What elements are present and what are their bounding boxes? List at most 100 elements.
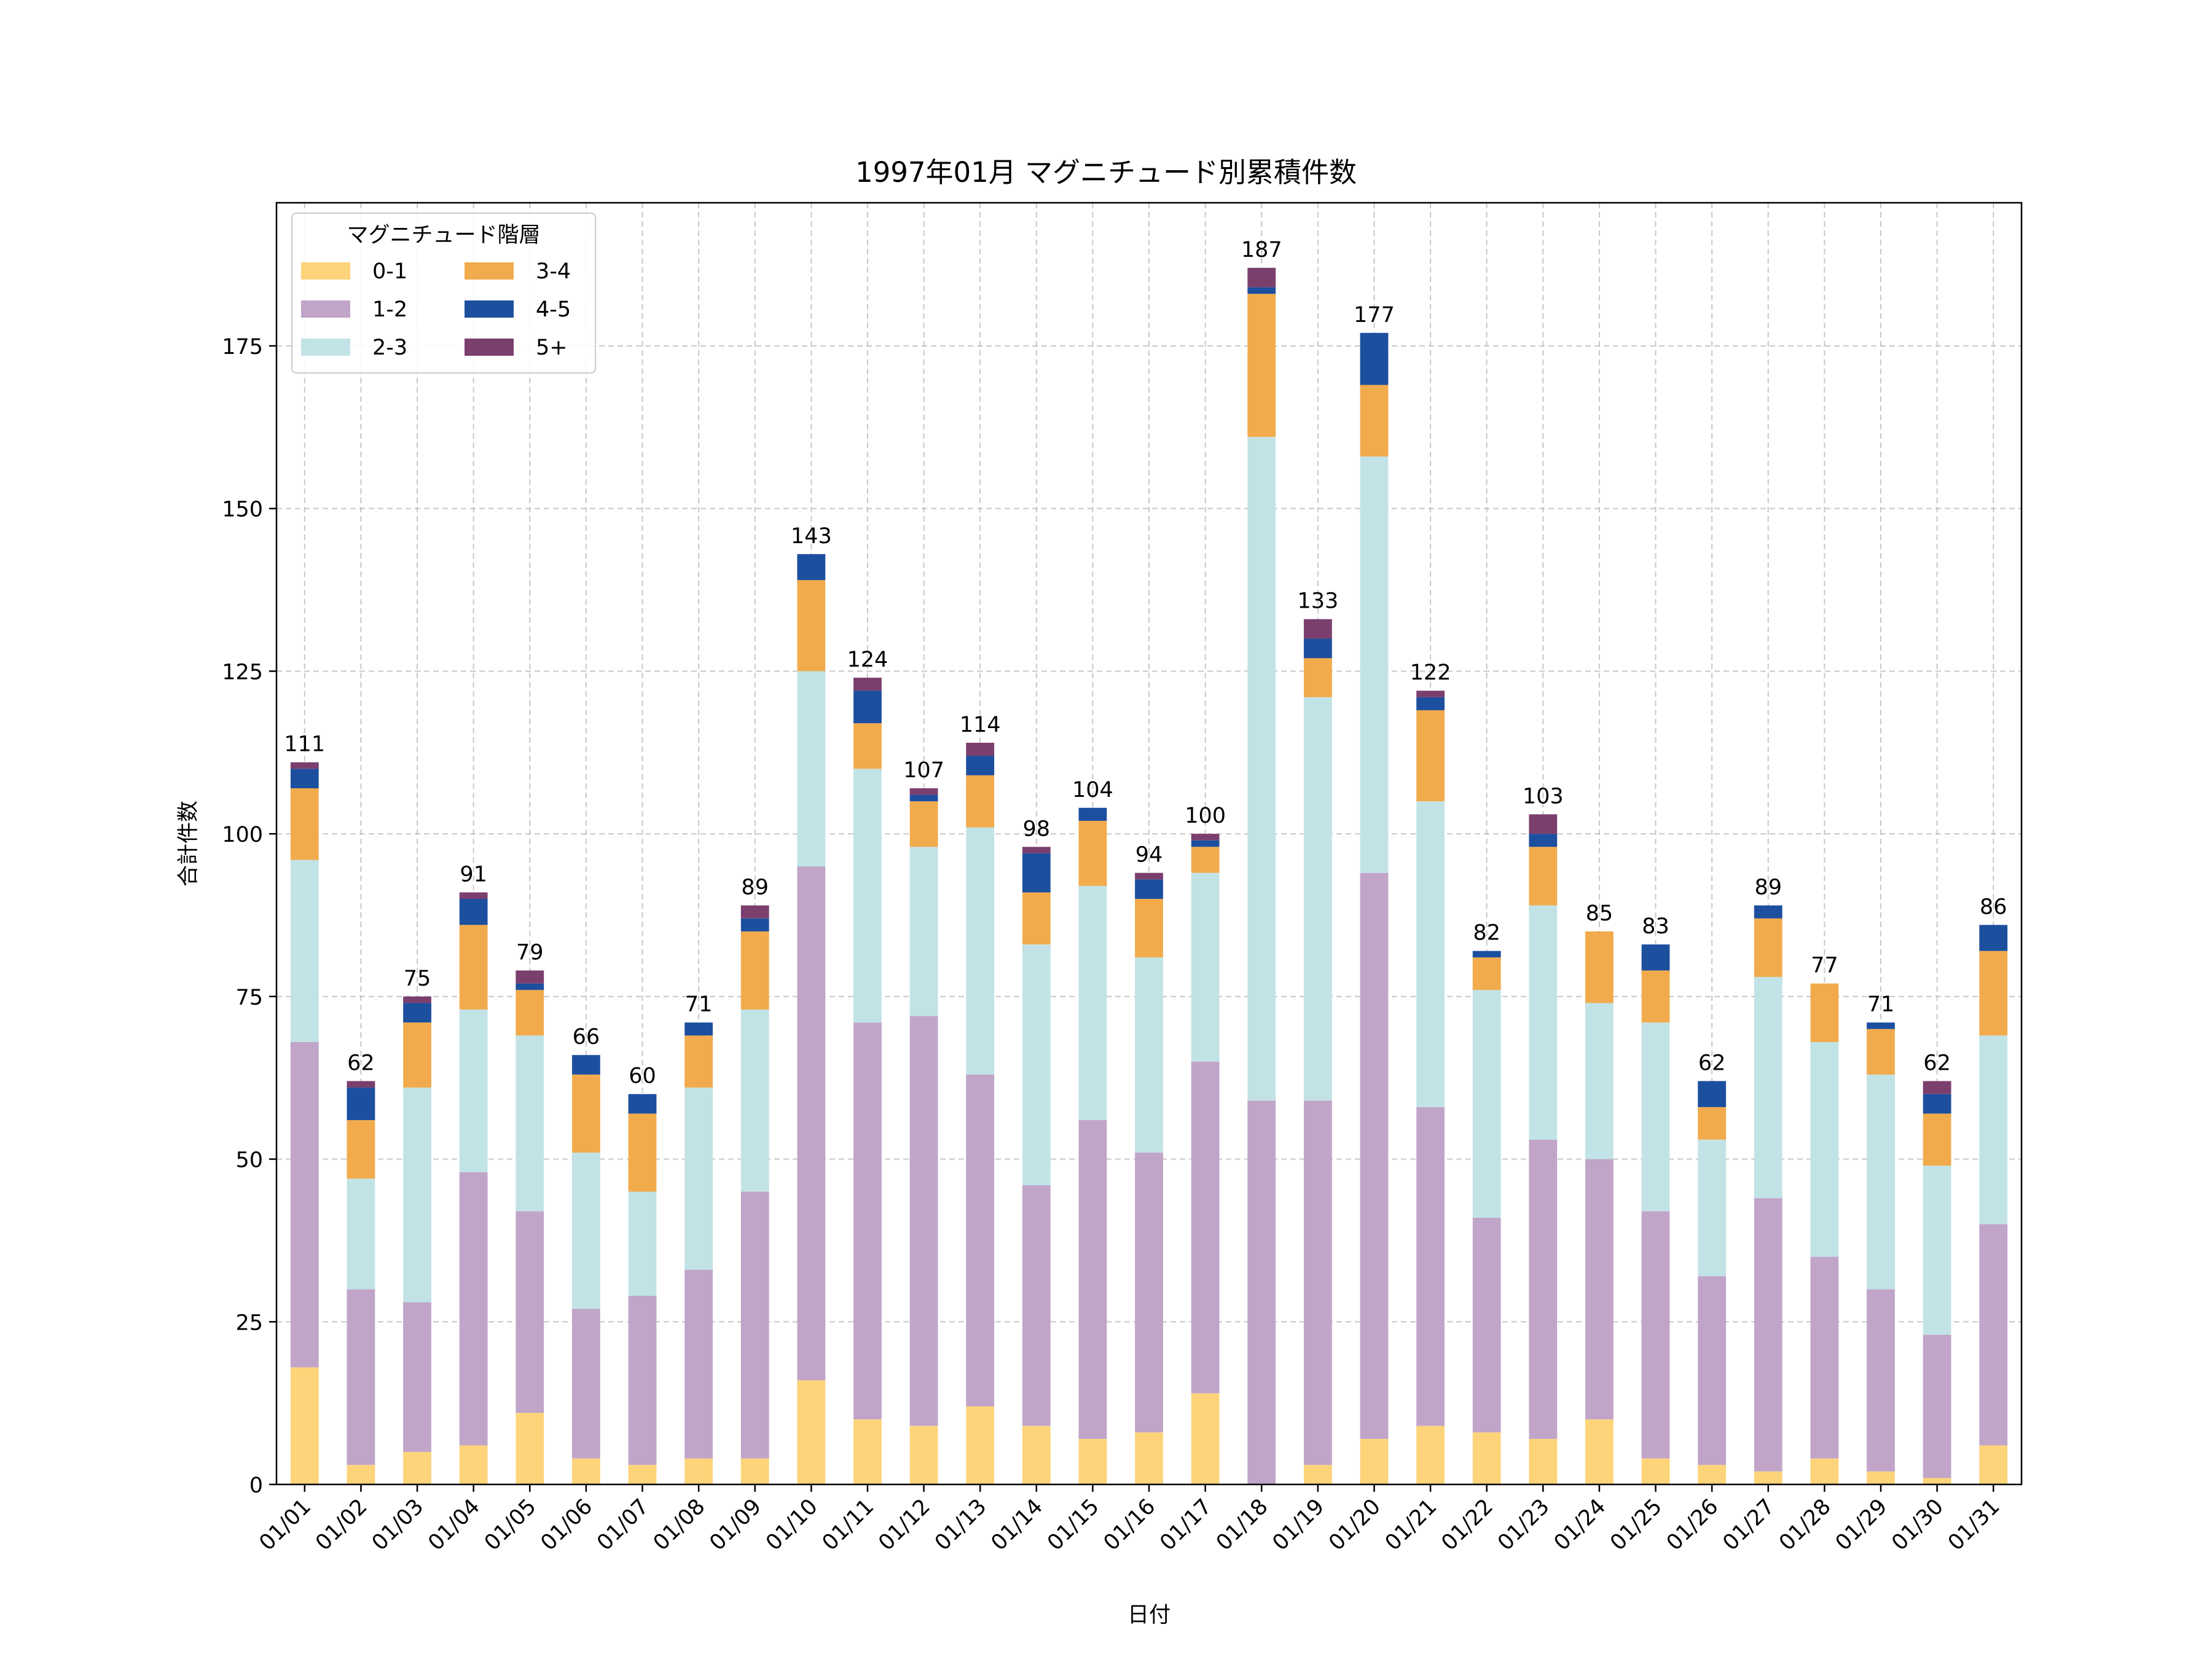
x-tick-label: 01/09 xyxy=(705,1494,766,1556)
bar-segment-2-3 xyxy=(1247,437,1276,1101)
y-tick-label: 175 xyxy=(222,335,263,359)
bar-segment-2-3 xyxy=(1979,1035,2008,1225)
y-tick-label: 100 xyxy=(222,823,263,847)
bar-segment-4-5 xyxy=(1641,944,1670,971)
x-tick-label: 01/19 xyxy=(1268,1494,1330,1556)
bar-segment-0-1 xyxy=(1135,1432,1163,1484)
bar-total-label: 89 xyxy=(1754,876,1782,900)
bar-segment-0-1 xyxy=(1810,1458,1839,1484)
x-tick-label: 01/29 xyxy=(1831,1494,1892,1556)
bar-segment-1-2 xyxy=(1416,1107,1445,1426)
x-tick-label: 01/14 xyxy=(987,1494,1048,1556)
bar-total-label: 71 xyxy=(685,992,713,1017)
bar-segment-2-3 xyxy=(1867,1074,1895,1290)
bar-segment-4-5 xyxy=(1754,905,1783,919)
legend-label-0-1: 0-1 xyxy=(372,259,407,284)
bar-segment-2-3 xyxy=(1923,1166,1951,1335)
bar-segment-1-2 xyxy=(1135,1152,1163,1433)
bar-segment-1-2 xyxy=(1979,1224,2008,1446)
x-tick-label: 01/25 xyxy=(1606,1494,1667,1556)
bar-segment-2-3 xyxy=(797,671,826,867)
bar-segment-4-5 xyxy=(1698,1081,1727,1107)
y-axis: 0 25 50 75 100 125 150 175 xyxy=(222,335,276,1498)
bar-segment-1-2 xyxy=(966,1074,995,1406)
bar-segment-4-5 xyxy=(403,1003,431,1023)
bar-total-label: 187 xyxy=(1241,238,1282,262)
legend: マグニチュード階層 0-1 1-2 2-3 3-4 4-5 5+ xyxy=(291,213,596,374)
bar-segment-3-4 xyxy=(1416,710,1445,802)
bar-total-label: 107 xyxy=(903,758,944,783)
bar-segment-0-1 xyxy=(290,1367,319,1484)
bar-total-label: 94 xyxy=(1135,843,1163,868)
bar-segment-2-3 xyxy=(1472,990,1501,1218)
bar-segment-5+ xyxy=(1247,267,1276,288)
bar-segment-1-2 xyxy=(797,866,826,1381)
bar-total-label: 133 xyxy=(1297,589,1338,614)
y-tick-label: 125 xyxy=(222,660,263,684)
bar-segment-3-4 xyxy=(1585,931,1614,1003)
legend-box xyxy=(291,213,596,374)
bar-segment-4-5 xyxy=(1923,1094,1951,1114)
legend-swatch-4-5 xyxy=(465,300,514,318)
bar-segment-3-4 xyxy=(1754,918,1783,978)
x-tick-label: 01/28 xyxy=(1775,1494,1836,1556)
legend-label-4-5: 4-5 xyxy=(536,297,571,322)
bar-segment-2-3 xyxy=(403,1088,431,1303)
x-tick-label: 01/17 xyxy=(1155,1494,1217,1556)
bar-segment-1-2 xyxy=(1754,1198,1783,1472)
bar-segment-3-4 xyxy=(1022,892,1051,945)
legend-label-1-2: 1-2 xyxy=(372,297,407,322)
bar-segment-4-5 xyxy=(628,1094,657,1114)
bar-segment-2-3 xyxy=(1191,872,1220,1062)
y-tick-label: 0 xyxy=(249,1473,263,1498)
bar-total-label: 177 xyxy=(1354,303,1395,327)
legend-swatch-1-2 xyxy=(301,300,350,318)
bar-total-label: 77 xyxy=(1811,954,1838,978)
x-tick-label: 01/21 xyxy=(1381,1494,1442,1556)
bar-segment-0-1 xyxy=(571,1458,600,1484)
bar-segment-3-4 xyxy=(571,1074,600,1153)
bar-segment-0-1 xyxy=(1416,1425,1445,1484)
x-tick-label: 01/23 xyxy=(1493,1494,1555,1556)
bar-segment-4-5 xyxy=(853,691,882,724)
bar-total-label: 143 xyxy=(791,524,832,549)
x-tick-label: 01/30 xyxy=(1887,1494,1948,1556)
bar-total-label: 83 xyxy=(1642,914,1669,939)
bar-segment-4-5 xyxy=(966,756,995,775)
bar-segment-2-3 xyxy=(909,847,938,1016)
bar-total-label: 114 xyxy=(960,713,1001,737)
bar-segment-2-3 xyxy=(740,1009,769,1192)
bar-segment-4-5 xyxy=(1360,332,1389,385)
bar-segment-0-1 xyxy=(1867,1471,1895,1484)
bar-segment-0-1 xyxy=(1923,1478,1951,1484)
bar-segment-1-2 xyxy=(1472,1217,1501,1433)
bar-segment-1-2 xyxy=(571,1309,600,1459)
legend-swatch-5+ xyxy=(465,339,514,356)
bar-segment-2-3 xyxy=(516,1035,544,1212)
bar-total-label: 60 xyxy=(629,1064,656,1089)
y-tick-label: 25 xyxy=(235,1311,263,1335)
x-axis: 01/0101/0201/0301/0401/0501/0601/0701/08… xyxy=(255,1484,2005,1556)
bar-segment-4-5 xyxy=(1247,287,1276,294)
bar-segment-0-1 xyxy=(1585,1419,1614,1484)
bar-segment-3-4 xyxy=(1867,1029,1895,1075)
x-tick-label: 01/27 xyxy=(1718,1494,1779,1556)
bar-segment-1-2 xyxy=(1641,1211,1670,1459)
bar-segment-2-3 xyxy=(1360,456,1389,873)
bar-segment-1-2 xyxy=(1191,1061,1220,1393)
bar-total-label: 62 xyxy=(1923,1051,1951,1075)
bar-segment-1-2 xyxy=(853,1022,882,1420)
bar-segment-1-2 xyxy=(516,1211,544,1413)
bar-segment-4-5 xyxy=(347,1088,375,1121)
x-tick-label: 01/07 xyxy=(592,1494,654,1556)
bar-segment-3-4 xyxy=(1135,899,1163,958)
bar-segment-4-5 xyxy=(1078,807,1107,821)
bar-segment-1-2 xyxy=(909,1016,938,1426)
bar-segment-5+ xyxy=(1191,834,1220,841)
bar-segment-2-3 xyxy=(571,1152,600,1309)
x-tick-label: 01/11 xyxy=(818,1494,879,1556)
bar-segment-4-5 xyxy=(1472,951,1501,958)
bar-segment-3-4 xyxy=(684,1035,713,1088)
bar-segment-5+ xyxy=(459,892,488,900)
bar-segment-3-4 xyxy=(740,931,769,1010)
